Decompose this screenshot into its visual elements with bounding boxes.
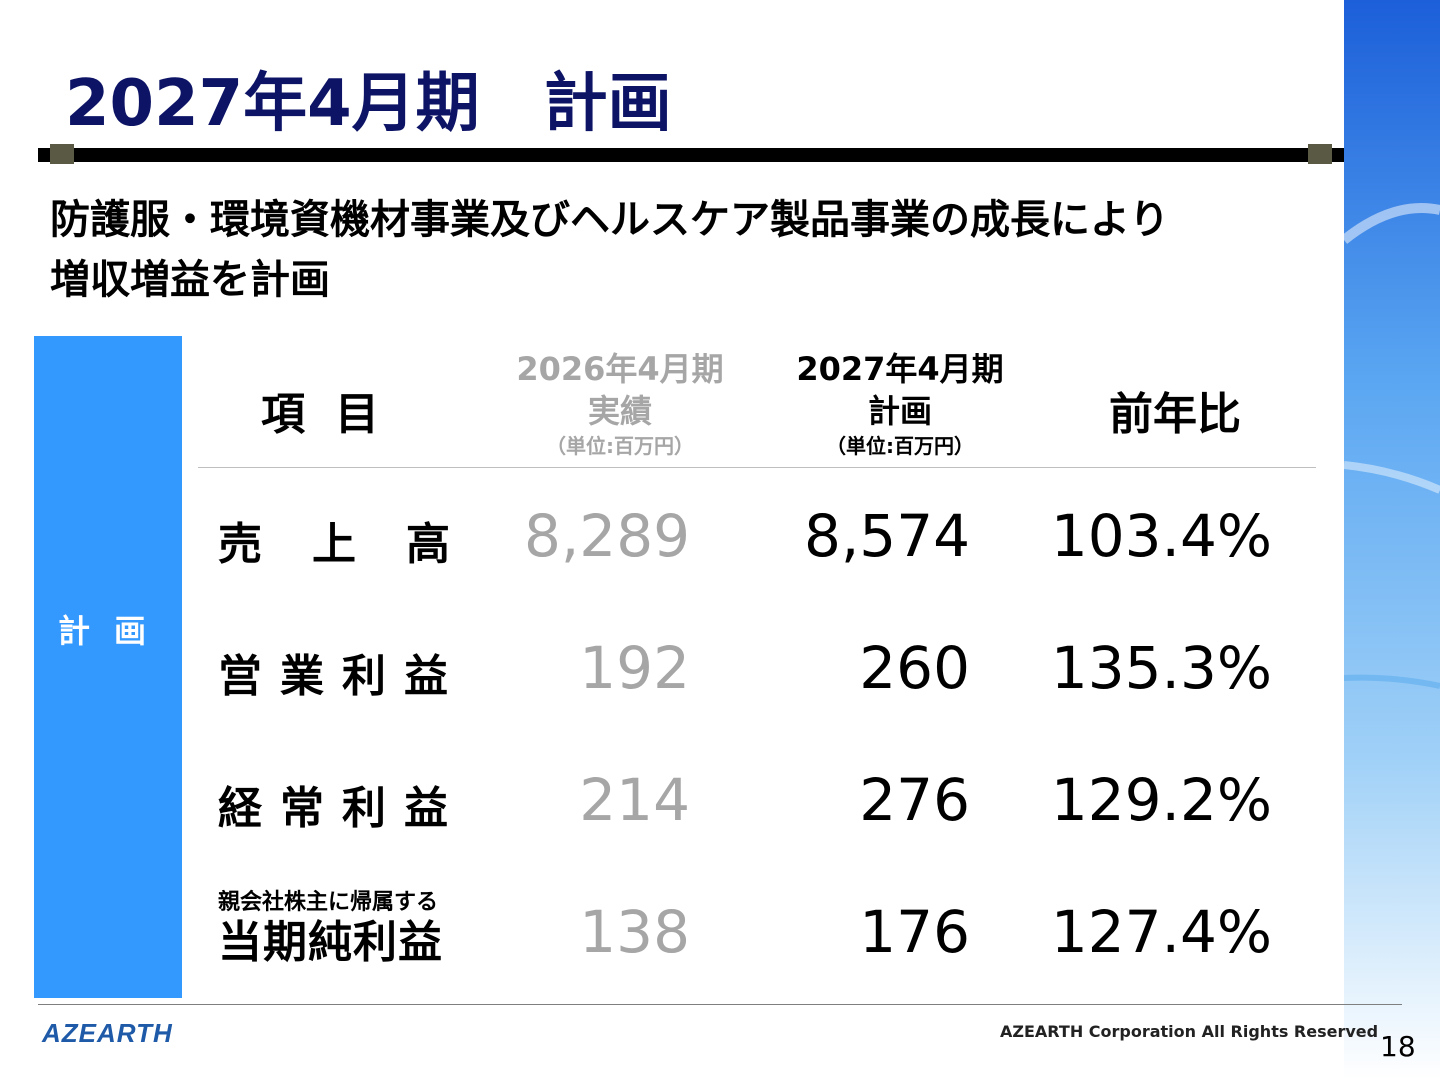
ordinary-profit-plan-value: 276 bbox=[859, 766, 970, 834]
operating-profit-yoy-value: 135.3% bbox=[1050, 634, 1272, 702]
prev-header-period: 2026年4月期 bbox=[516, 350, 724, 388]
decorative-blue-band bbox=[1344, 0, 1440, 1080]
net-income-label-qualifier: 親会社株主に帰属する bbox=[218, 890, 439, 915]
prev-header-type: 実績 bbox=[587, 392, 652, 430]
divider-cap-right bbox=[1308, 144, 1332, 164]
column-header-prev-actual: 2026年4月期 実績 （単位:百万円） bbox=[500, 348, 740, 460]
operating-profit-plan-value: 260 bbox=[859, 634, 970, 702]
plan-header-type: 計画 bbox=[867, 392, 932, 430]
sales-prev-value: 8,289 bbox=[523, 502, 690, 570]
side-band: 計画 bbox=[34, 336, 182, 998]
title-divider bbox=[38, 148, 1344, 162]
sales-yoy-value: 103.4% bbox=[1050, 502, 1272, 570]
row-label-operating-profit: 営業利益 bbox=[218, 651, 466, 702]
page-title: 2027年4月期 計画 bbox=[65, 67, 672, 141]
page-number: 18 bbox=[1380, 1030, 1416, 1063]
sales-plan-value: 8,574 bbox=[803, 502, 970, 570]
row-label-sales: 売上高 bbox=[218, 519, 500, 570]
side-label: 計画 bbox=[57, 612, 170, 650]
header-divider bbox=[198, 467, 1316, 468]
net-income-yoy-value: 127.4% bbox=[1050, 898, 1272, 966]
net-income-label: 当期純利益 bbox=[218, 917, 443, 968]
net-income-prev-value: 138 bbox=[579, 898, 690, 966]
net-income-plan-value: 176 bbox=[859, 898, 970, 966]
ordinary-profit-yoy-value: 129.2% bbox=[1050, 766, 1272, 834]
company-logo: AZEARTH bbox=[42, 1018, 173, 1048]
subtitle: 防護服・環境資機材事業及びヘルスケア製品事業の成長により 増収増益を計画 bbox=[50, 190, 1340, 310]
footer-divider bbox=[38, 1004, 1402, 1005]
row-label-ordinary-profit: 経常利益 bbox=[218, 783, 466, 834]
subtitle-line-2: 増収増益を計画 bbox=[50, 257, 330, 303]
prev-header-unit: （単位:百万円） bbox=[546, 434, 694, 458]
column-header-yoy: 前年比 bbox=[1109, 389, 1241, 440]
plan-header-unit: （単位:百万円） bbox=[826, 434, 974, 458]
column-header-item: 項目 bbox=[261, 389, 409, 440]
ordinary-profit-prev-value: 214 bbox=[579, 766, 690, 834]
copyright-text: AZEARTH Corporation All Rights Reserved bbox=[1000, 1022, 1379, 1041]
operating-profit-prev-value: 192 bbox=[579, 634, 690, 702]
plan-header-period: 2027年4月期 bbox=[796, 350, 1004, 388]
row-label-net-income: 親会社株主に帰属する 当期純利益 bbox=[218, 888, 458, 968]
divider-cap-left bbox=[50, 144, 74, 164]
column-header-plan: 2027年4月期 計画 （単位:百万円） bbox=[780, 348, 1020, 460]
subtitle-line-1: 防護服・環境資機材事業及びヘルスケア製品事業の成長により bbox=[50, 197, 1170, 243]
